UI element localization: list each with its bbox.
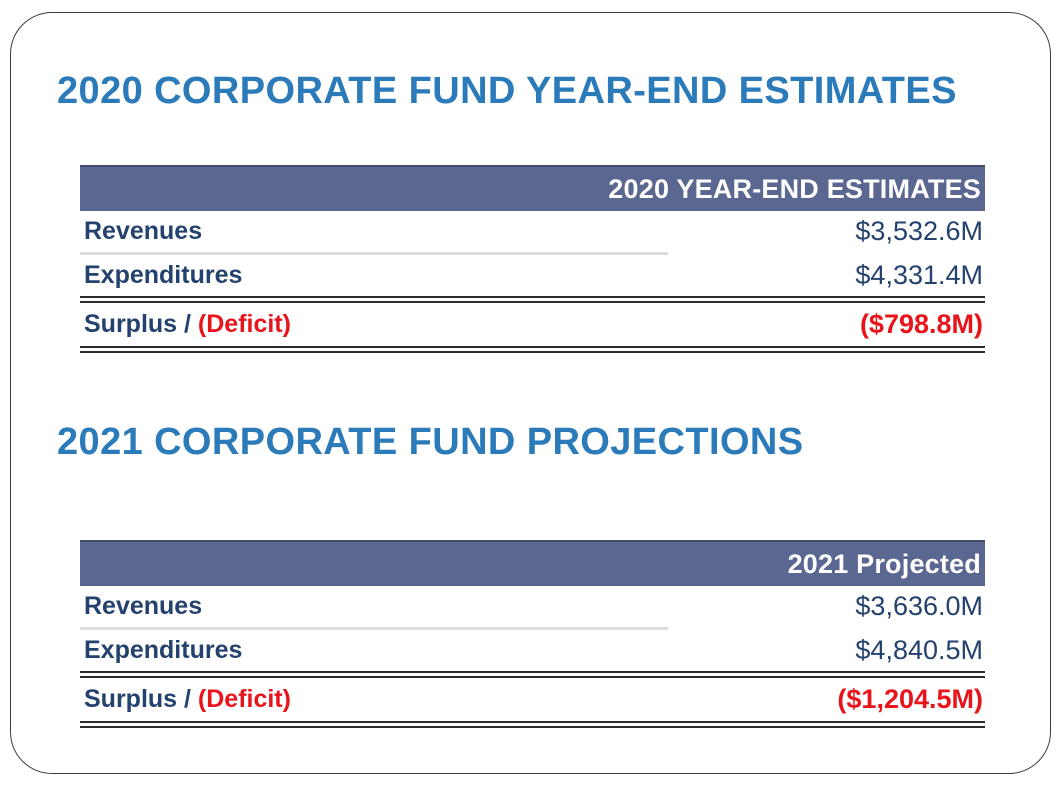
table-row-expenditures: Expenditures $4,840.5M — [80, 630, 985, 671]
row-label: Expenditures — [84, 261, 243, 289]
surplus-label-part: Surplus / — [84, 310, 198, 338]
row-label: Surplus / (Deficit) — [84, 310, 291, 339]
row-value: $4,840.5M — [855, 635, 983, 665]
table-header-row: 2021 Projected — [80, 540, 985, 586]
row-value: $3,532.6M — [855, 216, 983, 246]
table-2021-projected: 2021 Projected Revenues $3,636.0M Expend… — [80, 540, 985, 728]
row-value: ($1,204.5M) — [837, 684, 983, 714]
section-title-2020: 2020 CORPORATE FUND YEAR-END ESTIMATES — [57, 70, 957, 112]
double-rule — [80, 671, 985, 678]
table-header-label: 2020 YEAR-END ESTIMATES — [608, 173, 981, 204]
row-label: Revenues — [84, 217, 203, 245]
table-row-expenditures: Expenditures $4,331.4M — [80, 255, 985, 296]
row-value: ($798.8M) — [859, 309, 983, 339]
deficit-label-part: (Deficit) — [197, 310, 291, 338]
deficit-label-part: (Deficit) — [197, 685, 291, 713]
double-rule — [80, 721, 985, 728]
row-label: Expenditures — [84, 636, 243, 664]
double-rule — [80, 296, 985, 303]
row-value: $4,331.4M — [855, 260, 983, 290]
double-rule — [80, 346, 985, 353]
row-value: $3,636.0M — [855, 591, 983, 621]
table-row-surplus-deficit: Surplus / (Deficit) ($1,204.5M) — [80, 678, 985, 721]
table-2020-year-end: 2020 YEAR-END ESTIMATES Revenues $3,532.… — [80, 165, 985, 353]
table-row-surplus-deficit: Surplus / (Deficit) ($798.8M) — [80, 303, 985, 346]
row-divider-light — [80, 252, 669, 255]
table-row-revenues: Revenues $3,636.0M — [80, 586, 985, 627]
table-header-row: 2020 YEAR-END ESTIMATES — [80, 165, 985, 211]
section-title-2021: 2021 CORPORATE FUND PROJECTIONS — [57, 421, 804, 463]
table-row-revenues: Revenues $3,532.6M — [80, 211, 985, 252]
row-divider-light — [80, 627, 669, 630]
slide-rounded-frame — [10, 12, 1051, 774]
row-label: Surplus / (Deficit) — [84, 685, 291, 714]
row-label: Revenues — [84, 592, 203, 620]
table-header-label: 2021 Projected — [787, 548, 981, 579]
surplus-label-part: Surplus / — [84, 685, 198, 713]
